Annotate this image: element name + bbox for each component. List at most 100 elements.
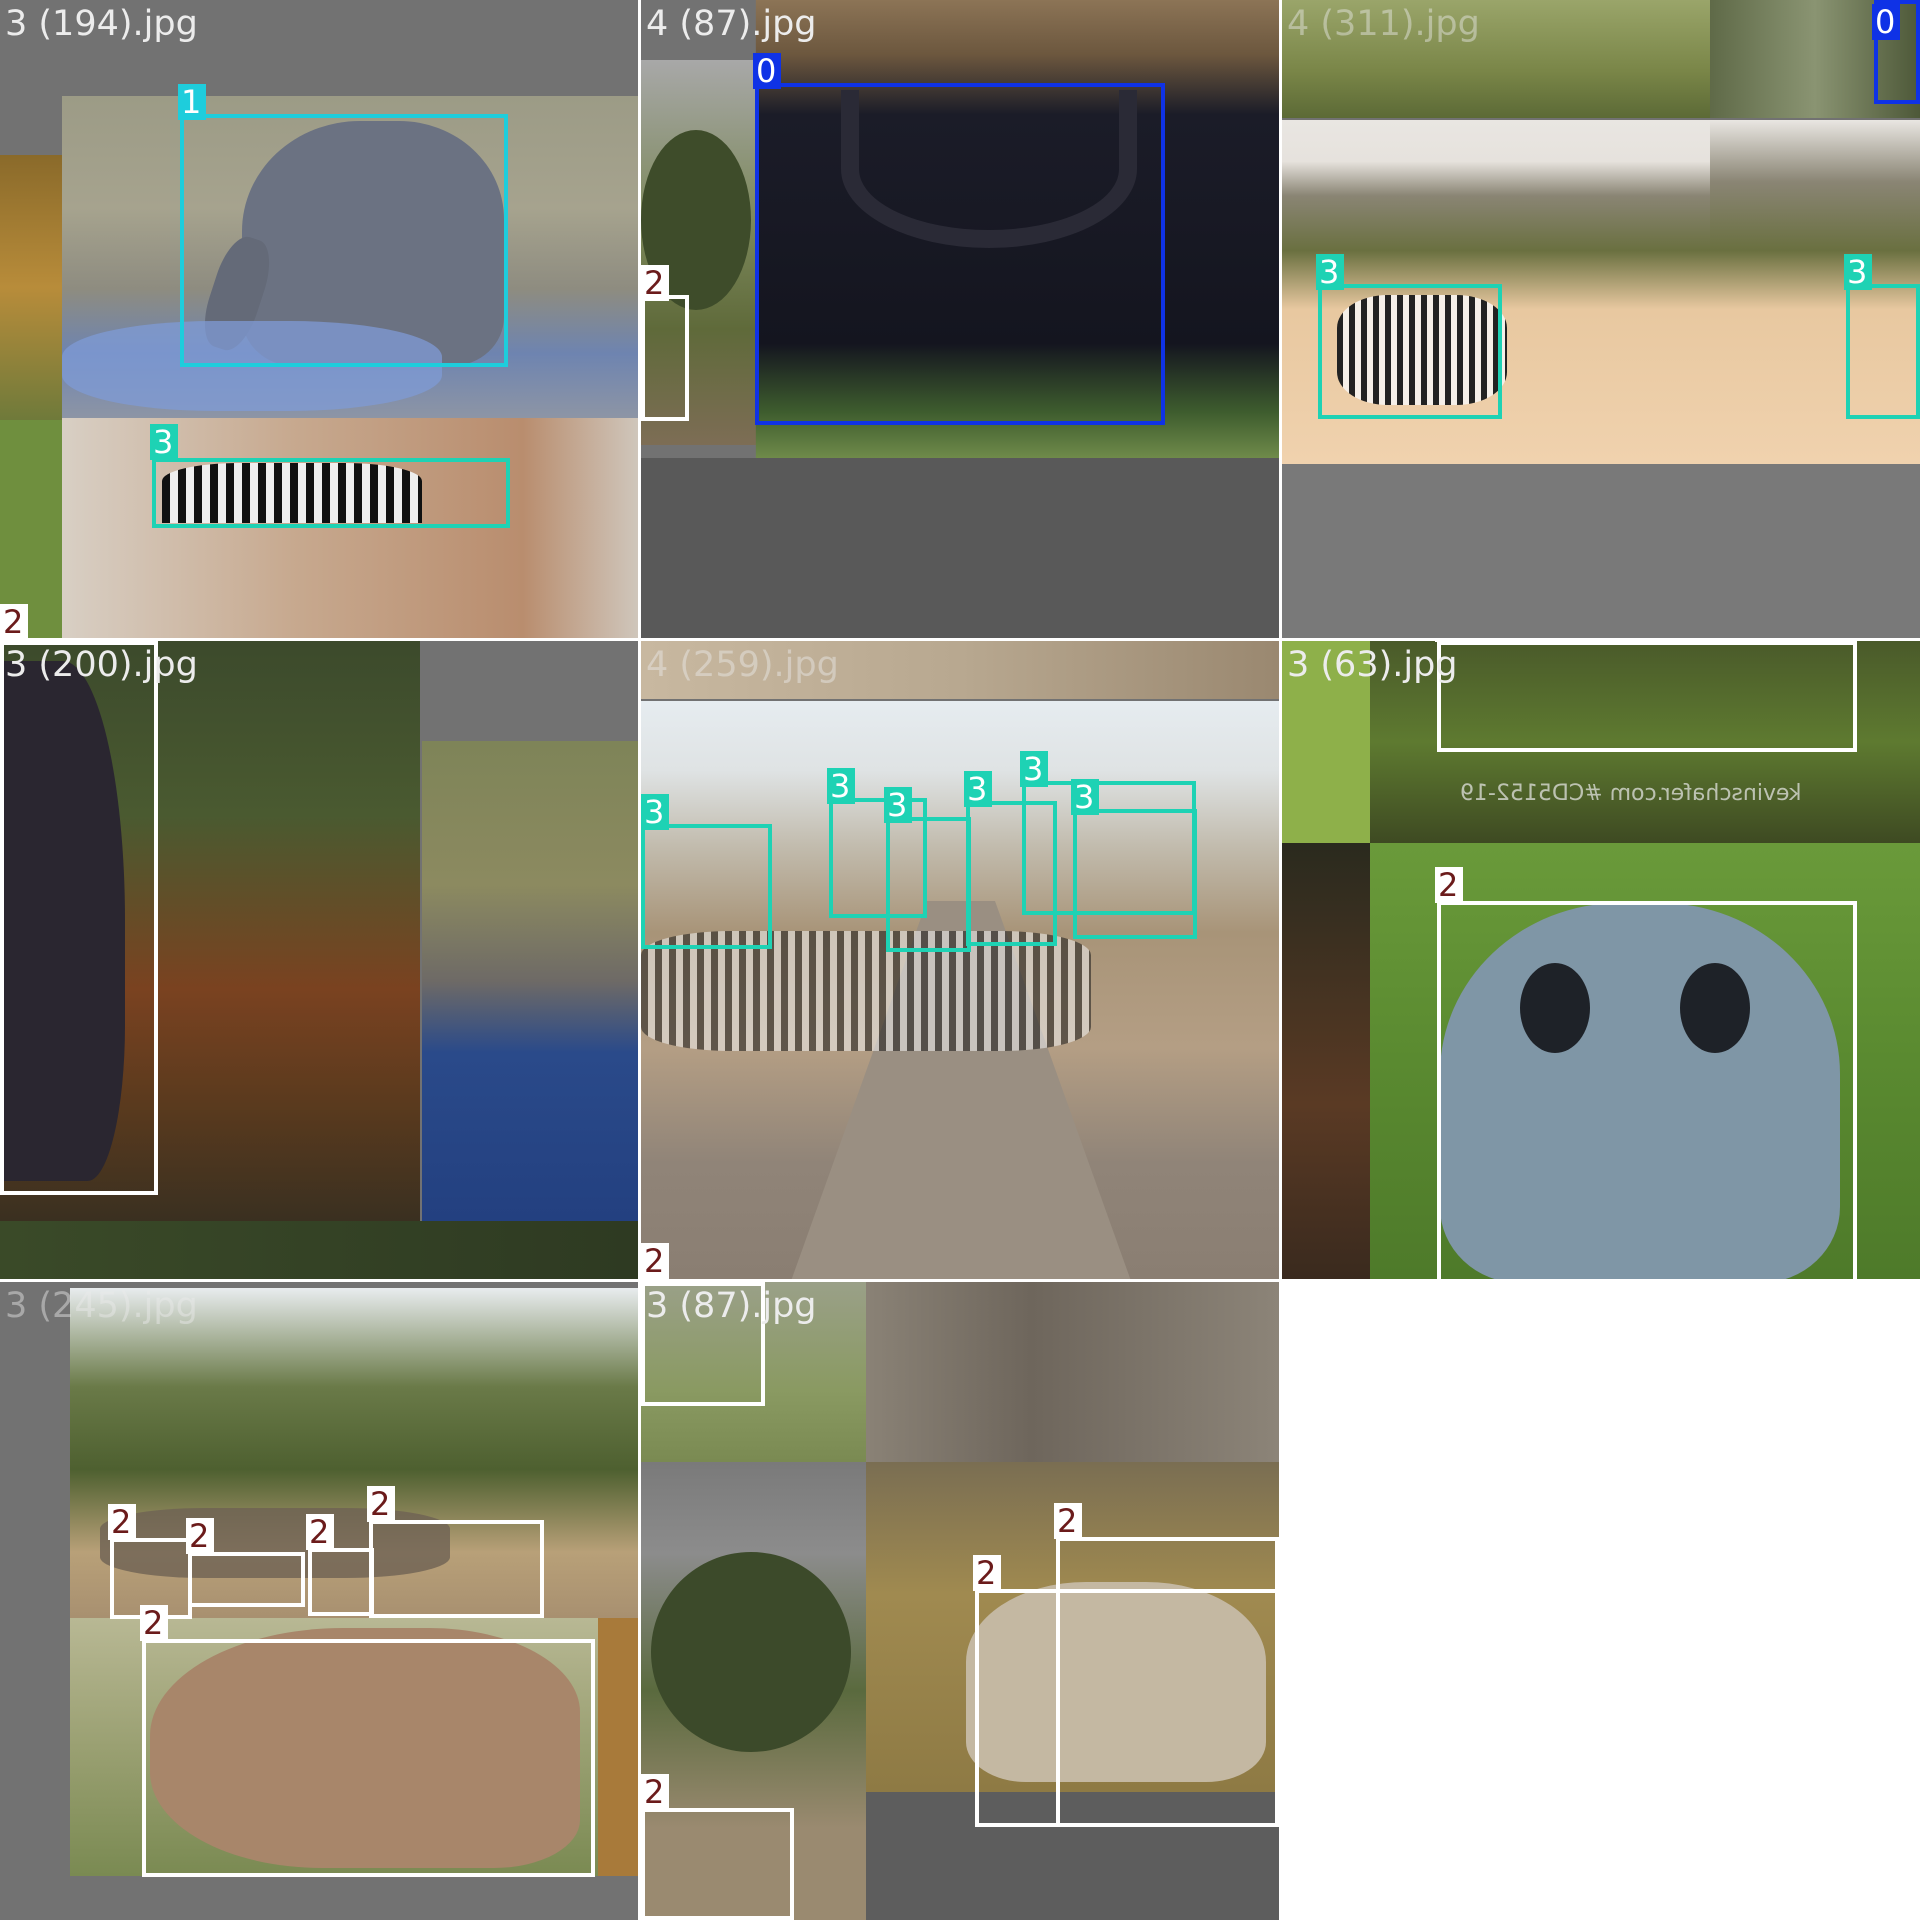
bbox-label: 0	[1872, 4, 1900, 40]
bottom-bush-strip	[0, 1221, 638, 1279]
bbox-label: 1	[178, 84, 206, 120]
rhino-ear-right-shape	[1680, 963, 1750, 1053]
bbox-label: 3	[641, 794, 669, 830]
mosaic-tile-4: 3 (200).jpg 2	[0, 641, 638, 1279]
tree-canopy-shape	[651, 1552, 851, 1752]
bbox-label: 2	[1435, 867, 1463, 903]
bbox-label: 2	[367, 1486, 395, 1522]
mosaic-tile-8: 3 (87).jpg 2 2 2	[641, 1282, 1279, 1920]
forest-left-photo	[1282, 843, 1370, 1279]
bbox-label: 2	[641, 1774, 669, 1810]
blurred-animal-photo	[866, 1282, 1279, 1462]
bbox-label: 3	[1316, 254, 1344, 290]
bbox-zebra	[1846, 284, 1920, 419]
bbox-label: 2	[641, 1243, 669, 1279]
tile-title: 4 (311).jpg	[1287, 4, 1480, 44]
bbox-label: 2	[641, 265, 669, 301]
right-edge-photo	[598, 1618, 638, 1876]
zebra-herd-shape	[641, 931, 1091, 1051]
tile-title: 3 (87).jpg	[646, 1286, 817, 1326]
rhino-forest-photo	[0, 641, 420, 1221]
zebra-road-photo	[641, 701, 1279, 1279]
bbox-rhino	[188, 1552, 305, 1607]
bbox-rhino	[975, 1589, 1279, 1827]
bbox-label: 2	[0, 641, 28, 645]
bbox-zebra	[641, 824, 772, 949]
bbox-label: 2	[140, 1605, 168, 1641]
waterhole-photo	[422, 741, 638, 1221]
grass-top-photo: kevinschafer.com #CD5152-19	[1370, 641, 1920, 843]
left-strip-grass	[0, 420, 62, 638]
mosaic-tile-1: 3 (194).jpg 1 3 2	[0, 0, 638, 638]
bbox-zebra	[886, 817, 971, 952]
bbox-rhino	[142, 1639, 595, 1877]
rhino-shape	[0, 661, 125, 1181]
bbox-rhino	[1437, 641, 1857, 752]
bbox-rhino	[0, 641, 158, 1195]
bbox-label: 2	[973, 1555, 1001, 1591]
rhino-body-shape	[150, 1628, 580, 1868]
tile-title: 4 (259).jpg	[646, 645, 839, 685]
mosaic-tile-2: 4 (87).jpg 0 2	[641, 0, 1279, 638]
rhino-body-shape	[966, 1582, 1266, 1782]
bbox-rhino	[641, 1282, 765, 1406]
grass-top-left-photo	[641, 1282, 866, 1462]
grass-strip-photo	[1282, 0, 1710, 118]
left-strip-photo	[0, 155, 62, 420]
tree-photo	[641, 1462, 866, 1920]
bbox-zebra	[966, 801, 1057, 946]
bbox-label: 3	[1071, 779, 1099, 815]
zebra-fence-photo	[62, 418, 638, 638]
grazing-rhino-photo	[70, 1618, 598, 1876]
zebra-desert-photo-2	[1710, 120, 1920, 464]
bbox-zebra	[1073, 809, 1197, 939]
bbox-label: 2	[0, 604, 28, 638]
mosaic-tile-7: 3 (245).jpg 2 2 2 2 2	[0, 1282, 638, 1920]
zebra-head-shape	[162, 463, 422, 523]
bbox-label: 2	[186, 1518, 214, 1554]
bbox-rhino	[369, 1520, 544, 1618]
bbox-elephant	[180, 114, 508, 367]
bbox-rhino	[641, 295, 689, 421]
bbox-buffalo	[1874, 0, 1920, 104]
bbox-label: 3	[884, 787, 912, 823]
mosaic-tile-3: 4 (311).jpg 0 3 3	[1282, 0, 1920, 638]
rhino-body-shape	[1440, 903, 1840, 1279]
bbox-rhino	[1437, 901, 1857, 1279]
bbox-label: 3	[150, 424, 178, 460]
top-strip-photo	[641, 641, 1279, 699]
bbox-label: 3	[1020, 751, 1048, 787]
bbox-rhino	[641, 1808, 794, 1920]
bottom-gray-area	[641, 458, 1279, 638]
rhino-grass-photo	[1370, 843, 1920, 1279]
bbox-label: 2	[1054, 1503, 1082, 1539]
bbox-label: 3	[827, 768, 855, 804]
tile-title: 3 (245).jpg	[5, 1286, 198, 1326]
tile-title: 3 (194).jpg	[5, 4, 198, 44]
bbox-zebra	[1318, 284, 1502, 419]
grass-left-photo	[1282, 641, 1370, 843]
savanna-tree-photo	[641, 60, 761, 445]
bbox-buffalo	[755, 83, 1165, 425]
bottom-gray-area	[866, 1792, 1279, 1920]
tile-title: 3 (200).jpg	[5, 645, 198, 685]
tile-title: 4 (87).jpg	[646, 4, 817, 44]
elephant-photo	[62, 96, 638, 418]
bbox-rhino	[308, 1548, 374, 1616]
bbox-zebra	[829, 798, 927, 918]
bbox-label: 2	[108, 1504, 136, 1540]
bbox-label: 0	[753, 53, 781, 89]
bbox-label: 3	[964, 771, 992, 807]
buffalo-photo	[755, 0, 1279, 458]
watermark-text: kevinschafer.com #CD5152-19	[1460, 781, 1802, 806]
bbox-label: 2	[1435, 641, 1463, 642]
mosaic-tile-6: kevinschafer.com #CD5152-19 3 (63).jpg 2…	[1282, 641, 1920, 1279]
bbox-label: 2	[306, 1514, 334, 1550]
rhino-ear-left-shape	[1520, 963, 1590, 1053]
bottom-gray-area	[1282, 464, 1920, 638]
bbox-label: 3	[1844, 254, 1872, 290]
mosaic-tile-5: 4 (259).jpg 3 3 3 3 3 3 2	[641, 641, 1279, 1279]
zebra-body-shape	[1337, 295, 1507, 405]
bbox-zebra	[152, 458, 510, 528]
tile-title: 3 (63).jpg	[1287, 645, 1458, 685]
